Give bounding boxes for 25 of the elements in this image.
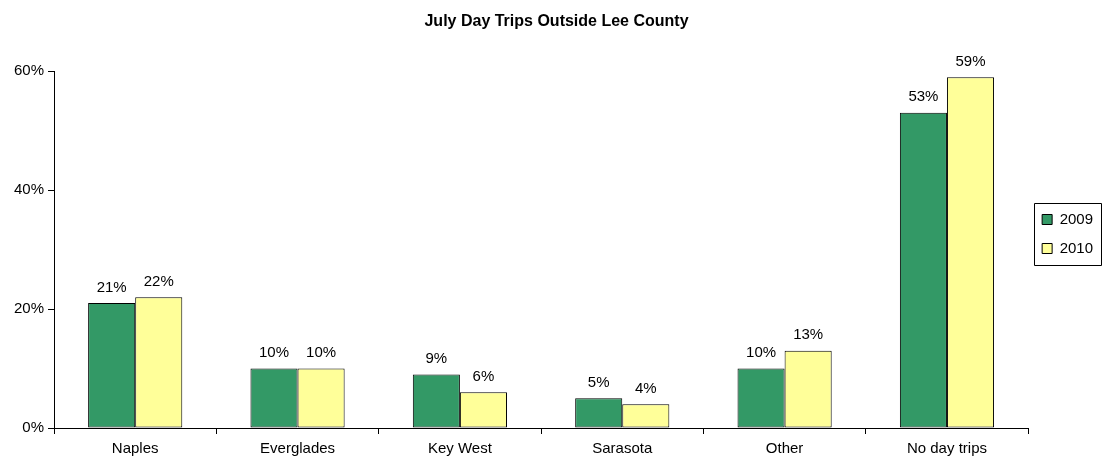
x-tick-label: No day trips — [906, 439, 987, 457]
y-tick-label: 20% — [13, 299, 45, 317]
data-label: 10% — [258, 343, 290, 361]
chart-title: July Day Trips Outside Lee County — [424, 12, 689, 30]
x-tick-label: Everglades — [260, 439, 336, 457]
x-tick-label: Naples — [111, 439, 159, 457]
legend-label: 2010 — [1059, 238, 1094, 256]
data-label: 10% — [746, 343, 777, 361]
data-label: 13% — [793, 325, 824, 343]
data-label: 5% — [587, 372, 610, 390]
x-tick-label: Other — [765, 439, 804, 457]
legend-label: 2009 — [1059, 209, 1094, 227]
data-label: 9% — [425, 349, 448, 367]
data-label: 10% — [306, 343, 337, 361]
x-tick-label: Sarasota — [592, 439, 653, 457]
data-label: 4% — [634, 378, 657, 396]
data-label: 53% — [908, 87, 939, 105]
data-label: 21% — [96, 277, 127, 295]
x-tick-label: Key West — [427, 439, 493, 457]
y-tick-label: 0% — [22, 418, 45, 436]
data-label: 6% — [472, 366, 495, 384]
y-tick-label: 60% — [13, 61, 45, 79]
y-tick-label: 40% — [13, 180, 45, 198]
data-label: 22% — [143, 271, 174, 289]
data-label: 59% — [955, 51, 986, 69]
